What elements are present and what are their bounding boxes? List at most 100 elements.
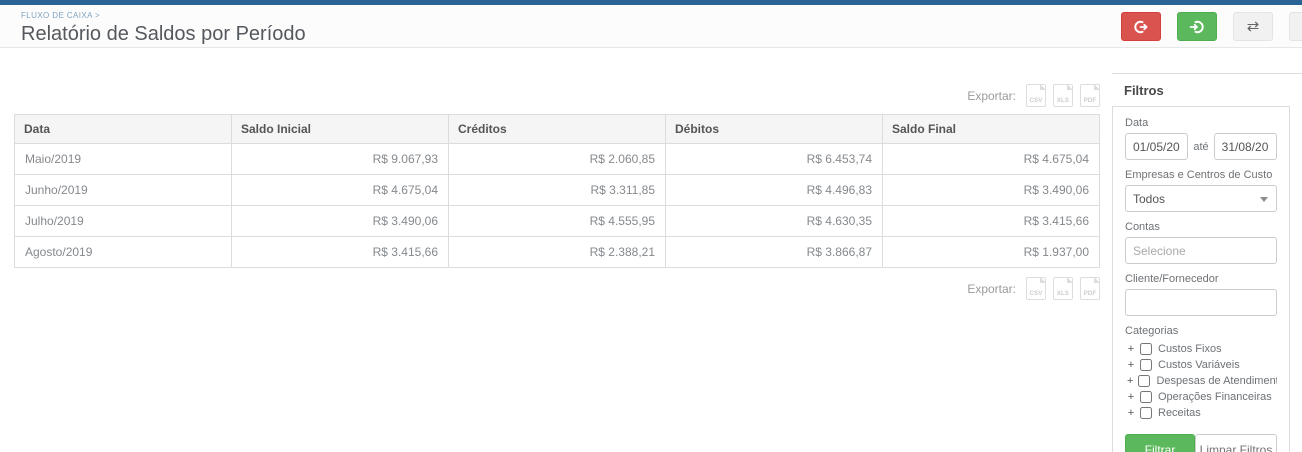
table-row: Junho/2019 R$ 4.675,04 R$ 3.311,85 R$ 4.… (14, 174, 1100, 206)
col-header-saldo-final: Saldo Final (882, 114, 1100, 144)
extra-action-button[interactable] (1289, 12, 1302, 41)
category-checkbox[interactable] (1140, 359, 1152, 371)
export-pdf-button[interactable]: PDF (1080, 277, 1100, 300)
company-select-value: Todos (1133, 191, 1166, 206)
category-label: Receitas (1158, 407, 1201, 419)
table-row: Julho/2019 R$ 3.490,06 R$ 4.555,95 R$ 4.… (14, 205, 1100, 237)
export-label: Exportar: (967, 281, 1016, 296)
cell-saldo-final: R$ 1.937,00 (882, 236, 1100, 268)
chevron-down-icon (1260, 197, 1268, 202)
category-row-operacoes: + Operações Financeiras (1127, 389, 1277, 405)
cell-saldo-inicial: R$ 9.067,93 (231, 143, 449, 175)
cell-debitos: R$ 4.496,83 (665, 174, 883, 206)
xls-file-icon: XLS (1056, 291, 1070, 297)
category-label: Custos Fixos (1158, 343, 1222, 355)
cell-saldo-final: R$ 3.490,06 (882, 174, 1100, 206)
date-label: Data (1125, 117, 1149, 129)
pdf-file-icon: PDF (1083, 98, 1097, 104)
xls-file-icon: XLS (1056, 98, 1070, 104)
col-header-data: Data (14, 114, 232, 144)
file-fold-icon (1094, 278, 1099, 283)
filters-title: Filtros (1124, 83, 1164, 98)
client-supplier-label: Cliente/Fornecedor (1125, 273, 1219, 285)
cell-saldo-inicial: R$ 3.415,66 (231, 236, 449, 268)
category-checkbox[interactable] (1140, 343, 1152, 355)
balance-report-table: Data Saldo Inicial Créditos Débitos Sald… (14, 114, 1100, 268)
col-header-creditos: Créditos (448, 114, 666, 144)
category-checkbox[interactable] (1140, 391, 1152, 403)
table-row: Agosto/2019 R$ 3.415,66 R$ 2.388,21 R$ 3… (14, 236, 1100, 268)
cell-creditos: R$ 4.555,95 (448, 205, 666, 237)
breadcrumb[interactable]: FLUXO DE CAIXA > (21, 11, 101, 20)
table-header-row: Data Saldo Inicial Créditos Débitos Sald… (14, 114, 1100, 144)
report-main: Exportar: CSV XLS PDF Data Saldo Inicial… (0, 48, 1112, 452)
top-accent-bar (0, 0, 1302, 5)
filters-body: Data até Empresas e Centros de Custo Tod… (1112, 106, 1290, 452)
col-header-saldo-inicial: Saldo Inicial (231, 114, 449, 144)
category-checkbox[interactable] (1138, 375, 1151, 387)
page-title: Relatório de Saldos por Período (21, 23, 306, 45)
cell-saldo-inicial: R$ 3.490,06 (231, 205, 449, 237)
filter-buttons: Filtrar Limpar Filtros (1125, 434, 1277, 452)
transfer-button[interactable]: ⇄ (1233, 12, 1273, 41)
cell-period: Junho/2019 (14, 174, 232, 206)
cell-saldo-final: R$ 4.675,04 (882, 143, 1100, 175)
apply-filters-button[interactable]: Filtrar (1125, 434, 1195, 452)
cell-creditos: R$ 2.060,85 (448, 143, 666, 175)
category-row-receitas: + Receitas (1127, 405, 1277, 421)
expand-plus-icon[interactable]: + (1127, 359, 1135, 371)
pdf-file-icon: PDF (1083, 291, 1097, 297)
page-header: FLUXO DE CAIXA > Relatório de Saldos por… (0, 5, 1302, 48)
export-pdf-button[interactable]: PDF (1080, 84, 1100, 107)
cell-debitos: R$ 6.453,74 (665, 143, 883, 175)
file-fold-icon (1040, 85, 1045, 90)
category-label: Custos Variáveis (1158, 359, 1240, 371)
category-row-custos-fixos: + Custos Fixos (1127, 341, 1277, 357)
expand-plus-icon[interactable]: + (1127, 391, 1135, 403)
table-row: Maio/2019 R$ 9.067,93 R$ 2.060,85 R$ 6.4… (14, 143, 1100, 175)
date-from-input[interactable] (1125, 133, 1189, 160)
expand-plus-icon[interactable]: + (1127, 375, 1134, 387)
accounts-input[interactable] (1125, 237, 1277, 264)
export-label: Exportar: (967, 88, 1016, 103)
export-csv-button[interactable]: CSV (1026, 277, 1046, 300)
filters-sidebar: Filtros Data até Empresas e Centros de C… (1112, 48, 1302, 452)
export-row-top: Exportar: CSV XLS PDF (14, 84, 1100, 107)
date-range: até (1125, 133, 1278, 160)
cell-creditos: R$ 2.388,21 (448, 236, 666, 268)
category-row-custos-variaveis: + Custos Variáveis (1127, 357, 1277, 373)
company-select[interactable]: Todos (1125, 185, 1277, 212)
sign-out-icon (1133, 19, 1149, 35)
csv-file-icon: CSV (1029, 291, 1043, 297)
categories-label: Categorias (1125, 325, 1179, 337)
clear-filters-button[interactable]: Limpar Filtros (1195, 434, 1277, 452)
accounts-label: Contas (1125, 221, 1160, 233)
file-fold-icon (1067, 278, 1072, 283)
cell-period: Agosto/2019 (14, 236, 232, 268)
expand-plus-icon[interactable]: + (1127, 343, 1135, 355)
csv-file-icon: CSV (1029, 98, 1043, 104)
category-row-despesas: + Despesas de Atendimento e Venda (1127, 373, 1277, 389)
category-label: Despesas de Atendimento e Venda (1156, 375, 1277, 387)
category-checkbox[interactable] (1140, 407, 1152, 419)
category-label: Operações Financeiras (1158, 391, 1272, 403)
cash-in-button[interactable] (1177, 12, 1217, 41)
file-fold-icon (1040, 278, 1045, 283)
file-fold-icon (1067, 85, 1072, 90)
export-xls-button[interactable]: XLS (1053, 277, 1073, 300)
client-supplier-input[interactable] (1125, 289, 1277, 316)
expand-plus-icon[interactable]: + (1127, 407, 1135, 419)
cell-saldo-inicial: R$ 4.675,04 (231, 174, 449, 206)
cell-period: Maio/2019 (14, 143, 232, 175)
header-actions: ⇄ (1121, 12, 1302, 41)
export-xls-button[interactable]: XLS (1053, 84, 1073, 107)
cell-creditos: R$ 3.311,85 (448, 174, 666, 206)
cash-out-button[interactable] (1121, 12, 1161, 41)
cell-debitos: R$ 4.630,35 (665, 205, 883, 237)
exchange-icon: ⇄ (1246, 18, 1260, 35)
col-header-debitos: Débitos (665, 114, 883, 144)
export-csv-button[interactable]: CSV (1026, 84, 1046, 107)
file-fold-icon (1094, 85, 1099, 90)
sign-in-icon (1189, 19, 1205, 35)
date-to-input[interactable] (1213, 133, 1278, 160)
